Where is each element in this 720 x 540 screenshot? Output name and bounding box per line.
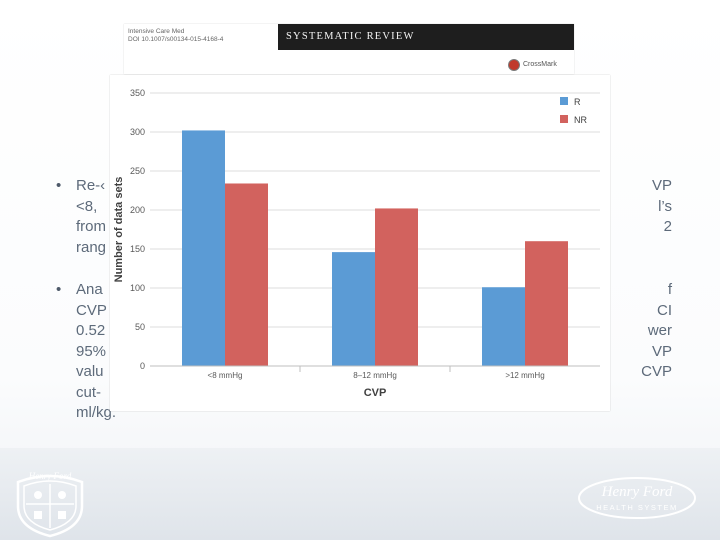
legend-label: NR <box>574 115 587 125</box>
y-tick-label: 150 <box>130 244 145 254</box>
y-tick-label: 350 <box>130 88 145 98</box>
bullet-line: rang <box>76 238 107 256</box>
x-tick-label: <8 mmHg <box>208 371 243 380</box>
bullet-line: 95% <box>76 342 107 360</box>
wordmark-name: Henry Ford <box>601 484 673 500</box>
x-tick-label: 8–12 mmHg <box>353 371 397 380</box>
y-tick-label: 250 <box>130 166 145 176</box>
bullet-line: 0.52 <box>76 322 106 339</box>
journal-name: Intensive Care Med <box>128 28 185 35</box>
article-doi: DOI 10.1007/s00134-015-4168-4 <box>128 36 224 43</box>
y-axis-title: Number of data sets <box>113 177 125 283</box>
bullet-text-right-fragments: VP l’s 2 <box>612 176 672 258</box>
bullet-text: Re-‹ <8, from rang <box>76 176 651 258</box>
legend-swatch-r <box>560 97 568 105</box>
bar-chart: 0 50 100 150 200 250 300 350 <8 mmHg 8–12 mmHg >12… <box>113 88 600 399</box>
bullet-line-fragment <box>612 238 672 259</box>
bar-nr <box>375 208 418 366</box>
bullet-line: Re-‹ <box>76 177 106 194</box>
bullet-line: Ana <box>76 281 103 298</box>
henry-ford-health-system-logo: Henry Ford HEALTH SYSTEM <box>578 477 696 519</box>
bullet-line-fragment: wer <box>647 322 672 339</box>
footer-band <box>0 448 720 540</box>
bullet-line-fragment <box>602 383 672 404</box>
wordmark-subtitle: HEALTH SYSTEM <box>596 503 677 512</box>
bullet-dot: • <box>56 281 62 298</box>
crossmark-label: CrossMark <box>523 61 557 68</box>
bullet-dot: • <box>56 177 62 194</box>
bar-r <box>182 130 225 366</box>
bullet-line-fragment: l’s <box>658 197 672 215</box>
bullet-line-fragment: CVP <box>641 363 672 380</box>
paper-header: Intensive Care Med DOI 10.1007/s00134-01… <box>124 24 574 74</box>
bullet-line: <8, <box>76 197 98 215</box>
bullet-line: from <box>76 218 106 235</box>
crossmark-badge: CrossMark <box>504 59 574 73</box>
y-tick-label: 0 <box>140 361 145 371</box>
bullet-line: cut- <box>76 383 102 401</box>
bullet-line-fragment: VP <box>651 342 672 360</box>
bullet-line-fragment: VP <box>651 177 672 194</box>
bar-chart-figure: 0 50 100 150 200 250 300 350 <8 mmHg 8–12 mmHg >12… <box>110 75 610 411</box>
bullet-line-fragment: CI <box>657 301 672 319</box>
bullet-line-fragment: f <box>667 281 672 298</box>
bar-nr <box>525 241 568 366</box>
y-tick-label: 200 <box>130 205 145 215</box>
journal-meta: Intensive Care Med DOI 10.1007/s00134-01… <box>128 28 268 44</box>
article-type-banner: SYSTEMATIC REVIEW <box>278 24 574 50</box>
crest-name: Henry Ford <box>28 471 72 481</box>
bullet-text: Ana CVP 0.52 95% valu cut-ml/kg. <box>76 280 651 424</box>
bullet-line: valu <box>76 363 104 380</box>
legend-label: R <box>574 97 581 107</box>
y-tick-label: 100 <box>130 283 145 293</box>
crossmark-icon <box>508 59 520 71</box>
y-tick-label: 50 <box>135 322 145 332</box>
bar-r <box>332 252 375 366</box>
bar-r <box>482 287 525 366</box>
bullet-line-fragment: 2 <box>663 218 672 235</box>
x-tick-label: >12 mmHg <box>505 371 544 380</box>
bullet-line-fragment <box>602 403 672 424</box>
x-axis-title: CVP <box>364 387 387 399</box>
henry-ford-crest-logo: Henry Ford <box>16 471 84 538</box>
y-tick-label: 300 <box>130 127 145 137</box>
bar-nr <box>225 183 268 366</box>
legend-swatch-nr <box>560 115 568 123</box>
bullet-line: ml/kg. <box>76 404 117 421</box>
bullet-text-right-fragments: f CI wer VP CVP <box>602 280 672 424</box>
bullet-line: CVP <box>76 301 107 319</box>
